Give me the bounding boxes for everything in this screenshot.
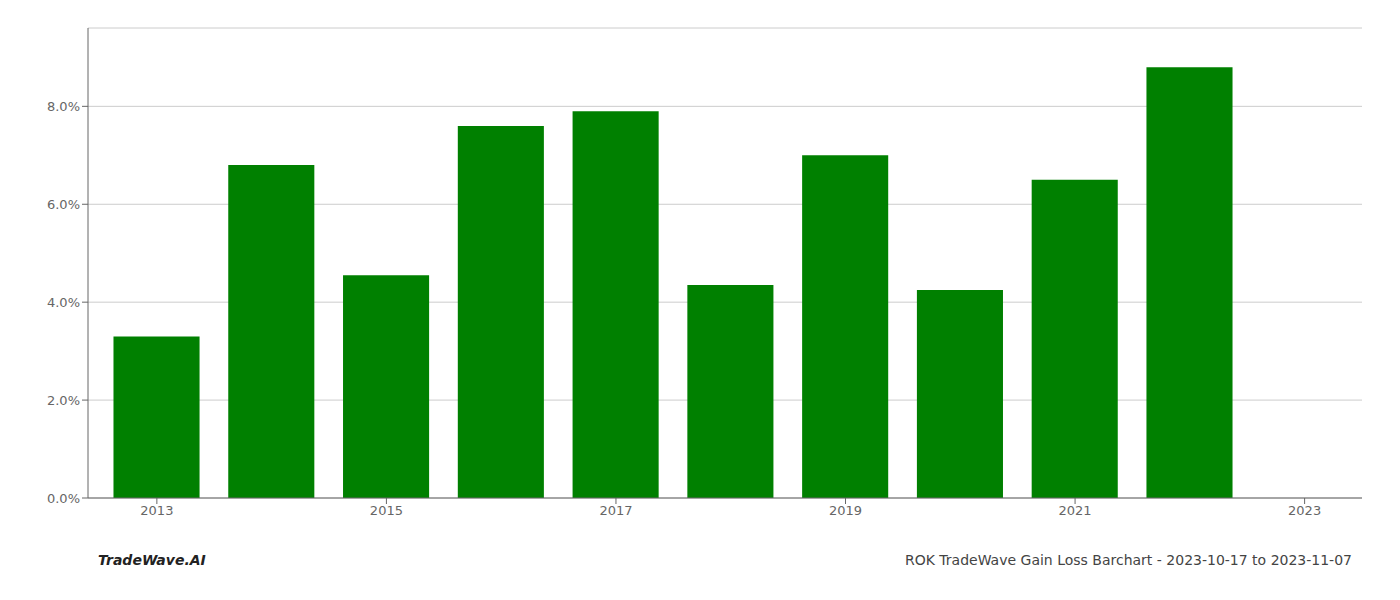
svg-text:4.0%: 4.0% [47,295,80,310]
html-text:ROK TradeWave Gain Loss Barcha: ROK TradeWave Gain Loss Barchart - 2023-… [905,552,1352,568]
svg-text:8.0%: 8.0% [47,99,80,114]
svg-text:2023: 2023 [1288,503,1321,518]
svg-text:2013: 2013 [140,503,173,518]
svg-text:2.0%: 2.0% [47,393,80,408]
svg-text:2015: 2015 [370,503,403,518]
svg-text:2021: 2021 [1059,503,1092,518]
svg-text:6.0%: 6.0% [47,197,80,212]
svg-text:2019: 2019 [829,503,862,518]
svg-text:0.0%: 0.0% [47,491,80,506]
svg-text:2017: 2017 [599,503,632,518]
html-text:TradeWave.AI: TradeWave.AI [98,552,206,568]
